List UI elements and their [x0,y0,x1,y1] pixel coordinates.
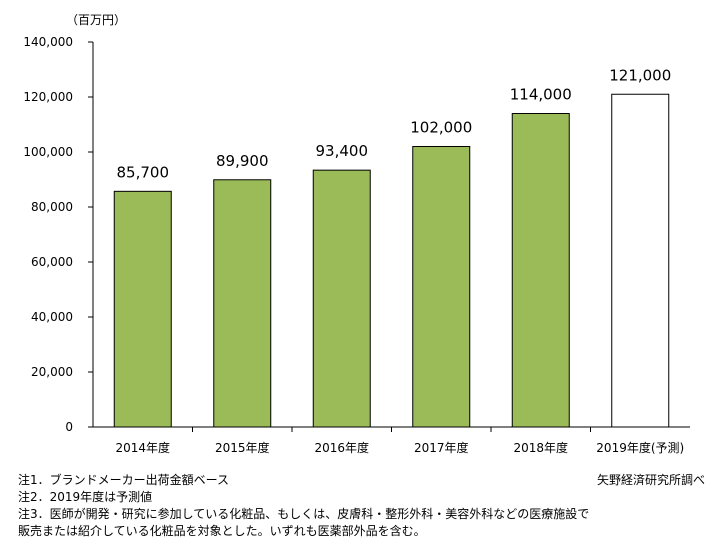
y-tick-label: 40,000 [31,310,73,324]
axes [92,42,690,432]
data-label: 114,000 [510,86,572,104]
x-tick-label: 2019年度(予測) [596,440,684,455]
bar [213,179,272,428]
y-axis-ticks: 0 20,000 40,000 60,000 80,000 100,000 120,000 1… [23,35,93,434]
x-axis-labels: 2014年度 2015年度 2016年度 2017年度 2018年度 2019年度(予測) [115,440,684,455]
x-tick-label: 2015年度 [215,440,270,455]
bars [113,93,670,428]
data-labels: 85,700 89,900 93,400 102,000 114,000 121,000 [117,66,672,181]
bar [312,169,371,428]
bar [511,113,570,428]
y-tick-label: 80,000 [31,200,73,214]
y-tick-label: 140,000 [23,35,73,49]
data-label: 93,400 [316,142,369,160]
y-tick-label: 20,000 [31,365,73,379]
data-label: 102,000 [410,119,472,137]
note-3-continued: 販売または紹介している化粧品を対象とした。いずれも医薬部外品を含む。 [18,524,426,538]
y-tick-label: 120,000 [23,90,73,104]
x-tick-label: 2014年度 [115,440,170,455]
source-credit: 矢野経済研究所調べ [596,473,705,487]
bar-chart: （百万円） 0 20,000 40,000 60,000 80,000 100,000 12… [23,13,690,455]
data-label: 89,900 [216,152,269,170]
bar [113,190,172,428]
y-tick-label: 100,000 [23,145,73,159]
data-label: 85,700 [117,163,170,181]
x-tick-label: 2017年度 [414,440,469,455]
y-tick-label: 0 [65,420,73,434]
note-1: 注1．ブランドメーカー出荷金額ベース [18,473,230,487]
x-tick-label: 2016年度 [314,440,369,455]
notes: 注1．ブランドメーカー出荷金額ベース 注2．2019年度は予測値 注3．医師が開… [18,472,708,540]
x-tick-label: 2018年度 [513,440,568,455]
y-axis-unit-label: （百万円） [66,13,126,27]
bar [412,146,471,428]
note-3: 注3．医師が開発・研究に参加している化粧品、もしくは、皮膚科・整形外科・美容外科… [18,507,590,521]
data-label: 121,000 [609,66,671,84]
y-tick-label: 60,000 [31,255,73,269]
bar [611,93,670,428]
note-2: 注2．2019年度は予測値 [18,490,153,504]
